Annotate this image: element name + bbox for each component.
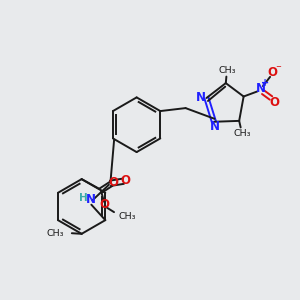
- Text: O: O: [121, 174, 131, 188]
- Text: CH₃: CH₃: [233, 129, 251, 138]
- Text: O: O: [269, 96, 280, 109]
- Text: H: H: [79, 193, 88, 202]
- Text: N: N: [209, 120, 220, 133]
- Text: O: O: [267, 66, 277, 79]
- Text: CH₃: CH₃: [218, 66, 236, 75]
- Text: N: N: [196, 91, 206, 103]
- Text: CH₃: CH₃: [119, 212, 136, 221]
- Text: CH₃: CH₃: [47, 229, 64, 238]
- Text: O: O: [99, 198, 109, 211]
- Text: N: N: [86, 194, 96, 206]
- Text: N: N: [256, 82, 266, 95]
- Text: O: O: [108, 176, 118, 189]
- Text: ⁻: ⁻: [275, 64, 281, 74]
- Text: +: +: [261, 78, 269, 88]
